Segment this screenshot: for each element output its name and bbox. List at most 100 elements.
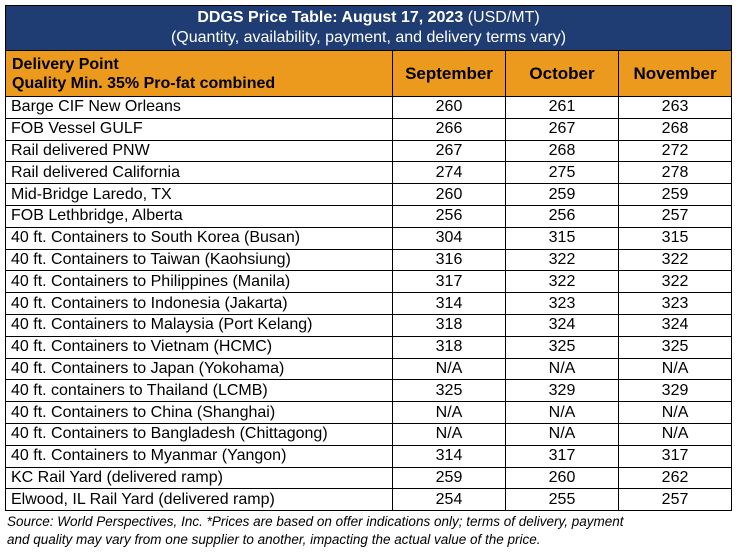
october-price-cell: N/A [505,357,619,381]
november-price-cell: 262 [617,466,733,490]
delivery-point-cell: Barge CIF New Orleans [5,96,393,119]
table-row: FOB Vessel GULF 266 267 268 [5,117,733,141]
october-price-cell: 323 [505,292,619,315]
september-price-cell: 267 [392,139,506,163]
november-price-cell: 259 [617,183,733,206]
header-point-line1: Delivery Point [12,55,119,73]
delivery-point-cell: 40 ft. Containers to Malaysia (Port Kela… [5,313,393,337]
table-title: DDGS Price Table: August 17, 2023 (USD/M… [4,5,733,51]
october-price-cell: 275 [505,161,619,185]
october-price-cell: 317 [505,444,619,468]
delivery-point-cell: 40 ft. Containers to Taiwan (Kaohsiung) [5,248,393,272]
november-price-cell: 323 [617,292,733,315]
table-row: 40 ft. Containers to China (Shanghai) N/A… [5,401,733,424]
september-price-cell: 317 [392,270,506,294]
october-price-cell: 315 [505,226,619,250]
source-line1: Source: World Perspectives, Inc. *Prices… [7,514,624,530]
table-row: 40 ft. Containers to Indonesia (Jakarta)… [5,292,733,315]
title-text: DDGS Price Table: August 17, 2023 [197,9,464,26]
november-price-cell: 257 [617,204,733,228]
september-price-cell: N/A [392,422,506,446]
september-price-cell: 316 [392,248,506,272]
table-row: 40 ft. Containers to Vietnam (HCMC) 318 32… [5,335,733,359]
september-price-cell: N/A [392,401,506,424]
table-row: Rail delivered California 274 275 278 [5,161,733,185]
september-price-cell: 318 [392,335,506,359]
delivery-point-cell: 40 ft. Containers to Vietnam (HCMC) [5,335,393,359]
september-price-cell: 274 [392,161,506,185]
table-row: Rail delivered PNW 267 268 272 [5,139,733,163]
title-unit: (USD/MT) [467,9,540,26]
september-price-cell: 260 [392,183,506,206]
delivery-point-cell: 40 ft. Containers to South Korea (Busan) [5,226,393,250]
table-row: Barge CIF New Orleans 260 261 263 [5,96,733,119]
september-price-cell: N/A [392,357,506,381]
october-price-cell: 255 [505,488,619,512]
october-price-cell: 268 [505,139,619,163]
september-price-cell: 259 [392,466,506,490]
september-price-cell: 314 [392,444,506,468]
source-line2: and quality may vary from one supplier t… [7,532,541,548]
table-row: 40 ft. Containers to Bangladesh (Chittag… [5,422,733,446]
header-delivery-point: Delivery Point Quality Min. 35% Pro-fat … [5,50,393,97]
table-row: Mid-Bridge Laredo, TX 260 259 259 [5,183,733,206]
november-price-cell: N/A [617,422,733,446]
september-price-cell: 260 [392,96,506,119]
title-row: DDGS Price Table: August 17, 2023 (USD/M… [4,5,733,51]
header-october: October [505,50,619,97]
november-price-cell: 278 [617,161,733,185]
title-line: DDGS Price Table: August 17, 2023 (USD/M… [6,8,731,28]
delivery-point-cell: 40 ft. Containers to Japan (Yokohama) [5,357,393,381]
november-price-cell: 324 [617,313,733,337]
september-price-cell: 314 [392,292,506,315]
table-row: 40 ft. Containers to South Korea (Busan)… [5,226,733,250]
table-row: FOB Lethbridge, Alberta 256 256 257 [5,204,733,228]
october-price-cell: N/A [505,401,619,424]
table-subtitle: (Quantity, availability, payment, and de… [170,29,567,46]
header-september: September [392,50,506,97]
table-row: 40 ft. Containers to Philippines (Manila… [5,270,733,294]
delivery-point-cell: 40 ft. Containers to Bangladesh (Chittag… [5,422,393,446]
november-price-cell: 257 [617,488,733,512]
source-note: Source: World Perspectives, Inc. *Prices… [5,513,733,549]
october-price-cell: 260 [505,466,619,490]
table-row: KC Rail Yard (delivered ramp) 259 260 262 [5,466,733,490]
header-point-line2: Quality Min. 35% Pro-fat combined [12,74,276,92]
delivery-point-cell: Rail delivered PNW [5,139,393,163]
october-price-cell: 261 [505,96,619,119]
october-price-cell: 324 [505,313,619,337]
november-price-cell: 329 [617,379,733,403]
table-row: 40 ft. Containers to Malaysia (Port Kela… [5,313,733,337]
delivery-point-cell: Mid-Bridge Laredo, TX [5,183,393,206]
delivery-point-cell: FOB Vessel GULF [5,117,393,141]
october-price-cell: 259 [505,183,619,206]
ddgs-price-table: DDGS Price Table: August 17, 2023 (USD/M… [4,5,733,512]
october-price-cell: 267 [505,117,619,141]
november-price-cell: 272 [617,139,733,163]
price-table-container: DDGS Price Table: August 17, 2023 (USD/M… [4,5,733,549]
november-price-cell: N/A [617,357,733,381]
september-price-cell: 318 [392,313,506,337]
november-price-cell: N/A [617,401,733,424]
september-price-cell: 256 [392,204,506,228]
november-price-cell: 317 [617,444,733,468]
delivery-point-cell: 40 ft. Containers to Myanmar (Yangon) [5,444,393,468]
header-row: Delivery Point Quality Min. 35% Pro-fat … [5,50,733,97]
delivery-point-cell: Elwood, IL Rail Yard (delivered ramp) [5,488,393,512]
september-price-cell: 304 [392,226,506,250]
october-price-cell: 322 [505,248,619,272]
table-row: 40 ft. containers to Thailand (LCMB) 325 3… [5,379,733,403]
november-price-cell: 322 [617,248,733,272]
october-price-cell: 325 [505,335,619,359]
delivery-point-cell: FOB Lethbridge, Alberta [5,204,393,228]
delivery-point-cell: Rail delivered California [5,161,393,185]
delivery-point-cell: KC Rail Yard (delivered ramp) [5,466,393,490]
header-november: November [617,50,733,97]
september-price-cell: 325 [392,379,506,403]
october-price-cell: 329 [505,379,619,403]
september-price-cell: 266 [392,117,506,141]
november-price-cell: 322 [617,270,733,294]
delivery-point-cell: 40 ft. containers to Thailand (LCMB) [5,379,393,403]
november-price-cell: 268 [617,117,733,141]
october-price-cell: 322 [505,270,619,294]
